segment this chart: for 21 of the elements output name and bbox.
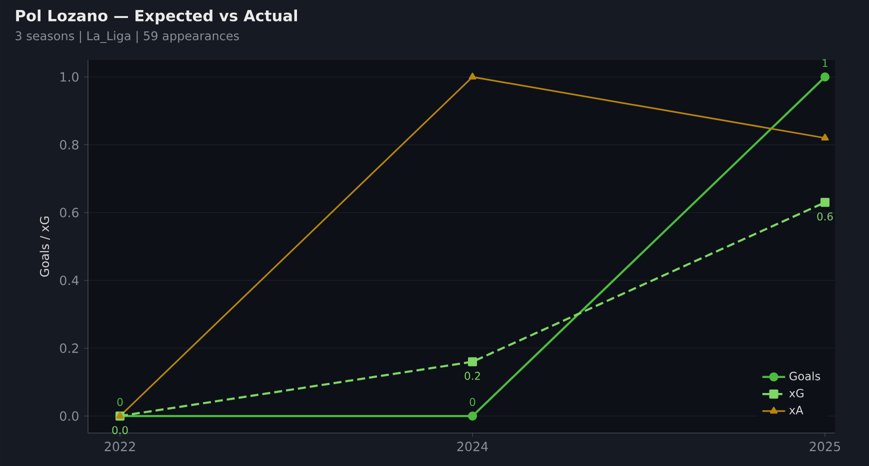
- x-tick-label: 2022: [104, 442, 135, 452]
- x-tick-label: 2025: [810, 442, 840, 452]
- chart-subtitle: 3 seasons | La_Liga | 59 appearances: [16, 30, 239, 43]
- y-tick-label: 1.0: [60, 72, 78, 82]
- y-tick-label: 0.0: [60, 411, 78, 421]
- data-label: 0.2: [464, 372, 480, 380]
- legend-label: xA: [789, 406, 804, 414]
- legend-label: xG: [789, 388, 804, 398]
- y-tick-label: 0.6: [60, 208, 78, 218]
- data-label: 0: [117, 398, 123, 406]
- legend-label: Goals: [790, 372, 820, 380]
- chart-title: Pol Lozano — Expected vs Actual: [16, 10, 297, 24]
- y-tick-label: 0.4: [60, 276, 79, 286]
- data-label: 0.0: [112, 426, 128, 434]
- x-tick-label: 2024: [457, 442, 488, 452]
- y-tick-label: 0.8: [60, 140, 78, 150]
- data-label: 0.6: [817, 212, 833, 221]
- y-axis-title: Goals / xG: [40, 216, 50, 277]
- data-label: 0: [470, 398, 476, 406]
- y-tick-label: 0.2: [60, 343, 78, 354]
- data-label: 1: [822, 59, 828, 67]
